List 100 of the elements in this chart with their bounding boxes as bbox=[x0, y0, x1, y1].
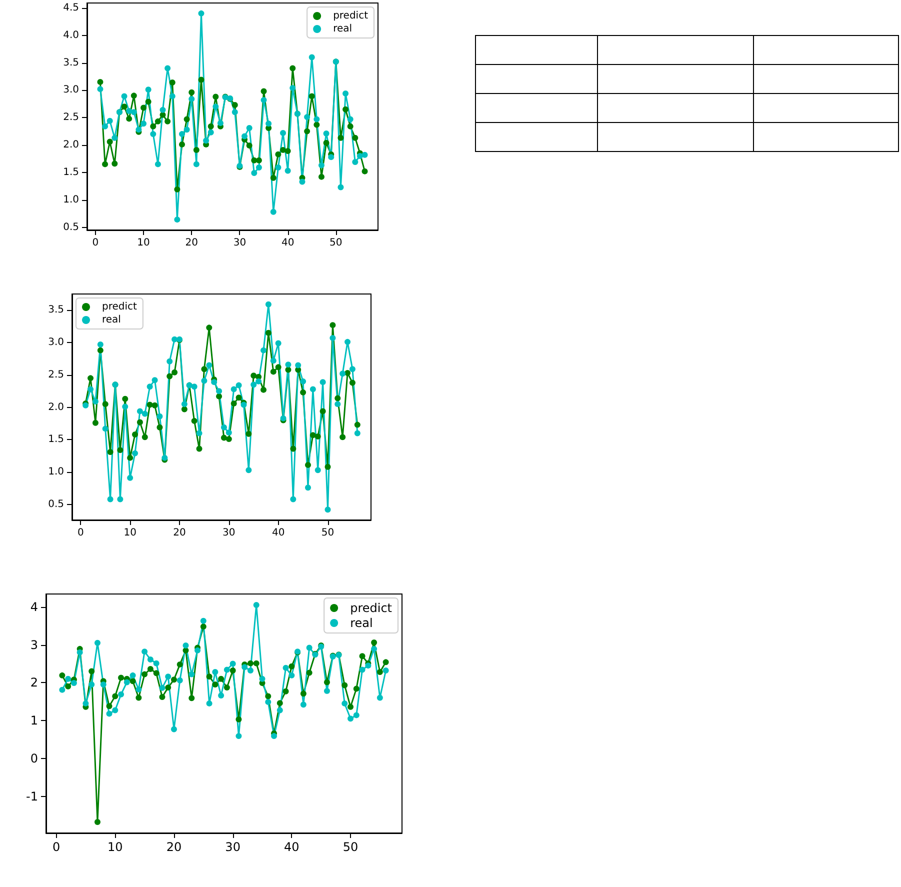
point bbox=[230, 400, 237, 406]
point bbox=[191, 418, 198, 424]
point bbox=[349, 380, 356, 386]
point bbox=[97, 86, 104, 92]
point bbox=[338, 134, 344, 141]
legend-label: predict bbox=[350, 601, 392, 615]
point bbox=[156, 424, 163, 430]
point bbox=[266, 120, 272, 127]
point bbox=[147, 666, 154, 672]
x-tick-label: 10 bbox=[108, 840, 123, 854]
point bbox=[320, 408, 326, 414]
point bbox=[188, 671, 195, 678]
point bbox=[217, 120, 224, 126]
point bbox=[97, 347, 104, 354]
point bbox=[232, 109, 238, 116]
point bbox=[306, 644, 312, 651]
point bbox=[232, 102, 238, 108]
point bbox=[208, 123, 214, 130]
point bbox=[174, 186, 180, 192]
point bbox=[340, 434, 346, 440]
x-tick-label: 30 bbox=[225, 840, 240, 854]
point bbox=[256, 378, 262, 384]
point bbox=[65, 676, 72, 682]
point bbox=[290, 65, 296, 72]
point bbox=[359, 653, 366, 660]
x-tick-label: 20 bbox=[185, 238, 198, 248]
point bbox=[172, 369, 178, 376]
point bbox=[250, 372, 257, 379]
point bbox=[92, 398, 98, 404]
point bbox=[310, 432, 316, 438]
y-tick-label: 1.0 bbox=[63, 194, 79, 206]
point bbox=[212, 669, 218, 676]
point bbox=[256, 164, 262, 170]
y-tick-label: 1 bbox=[30, 714, 38, 728]
point bbox=[211, 379, 218, 386]
y-tick-label: 2.5 bbox=[48, 369, 64, 380]
point bbox=[376, 669, 383, 676]
point bbox=[353, 686, 360, 692]
point bbox=[280, 146, 286, 153]
point bbox=[165, 674, 172, 680]
point bbox=[150, 131, 156, 138]
point bbox=[349, 366, 356, 372]
point bbox=[188, 695, 195, 702]
y-tick-label: 2.0 bbox=[63, 140, 79, 151]
point bbox=[112, 707, 118, 714]
point bbox=[304, 128, 310, 134]
point bbox=[347, 123, 354, 130]
x-tick-label: 20 bbox=[173, 528, 186, 538]
point bbox=[136, 408, 143, 414]
point bbox=[206, 362, 212, 368]
point bbox=[365, 662, 372, 669]
point bbox=[220, 424, 227, 430]
point bbox=[226, 430, 232, 436]
y-tick-label: 2.0 bbox=[48, 402, 64, 413]
point bbox=[320, 379, 326, 386]
point bbox=[295, 362, 302, 368]
point bbox=[342, 106, 349, 112]
point bbox=[288, 672, 295, 678]
x-tick-label: 50 bbox=[321, 528, 334, 538]
point bbox=[122, 404, 128, 410]
point bbox=[218, 676, 224, 682]
point bbox=[324, 464, 331, 470]
point bbox=[271, 733, 278, 740]
point bbox=[334, 395, 341, 402]
point bbox=[314, 467, 321, 474]
point bbox=[59, 672, 66, 678]
point bbox=[236, 716, 242, 722]
point bbox=[153, 670, 160, 676]
point bbox=[152, 402, 158, 408]
point bbox=[142, 648, 148, 655]
point bbox=[112, 693, 118, 700]
point bbox=[165, 684, 172, 691]
point bbox=[324, 679, 330, 686]
x-tick-label: 30 bbox=[233, 238, 246, 248]
point bbox=[348, 716, 354, 722]
point bbox=[122, 396, 128, 402]
y-tick-label: 0 bbox=[30, 751, 38, 766]
point bbox=[334, 401, 341, 408]
point bbox=[106, 710, 112, 717]
point bbox=[304, 484, 311, 491]
point bbox=[142, 410, 148, 417]
point bbox=[65, 683, 72, 690]
point bbox=[136, 419, 143, 426]
y-tick-label: 4 bbox=[30, 600, 38, 614]
point bbox=[146, 384, 153, 390]
point bbox=[216, 388, 222, 394]
y-tick-label: 0.5 bbox=[48, 498, 64, 510]
point bbox=[126, 116, 132, 122]
point bbox=[347, 116, 354, 122]
point bbox=[159, 684, 166, 691]
point bbox=[362, 152, 368, 158]
point bbox=[270, 208, 276, 215]
point bbox=[150, 123, 156, 130]
point bbox=[156, 413, 163, 420]
point bbox=[200, 624, 206, 630]
point bbox=[106, 138, 113, 145]
legend-label: real bbox=[333, 24, 352, 34]
point bbox=[97, 342, 104, 348]
point bbox=[330, 322, 336, 328]
point bbox=[130, 678, 136, 684]
